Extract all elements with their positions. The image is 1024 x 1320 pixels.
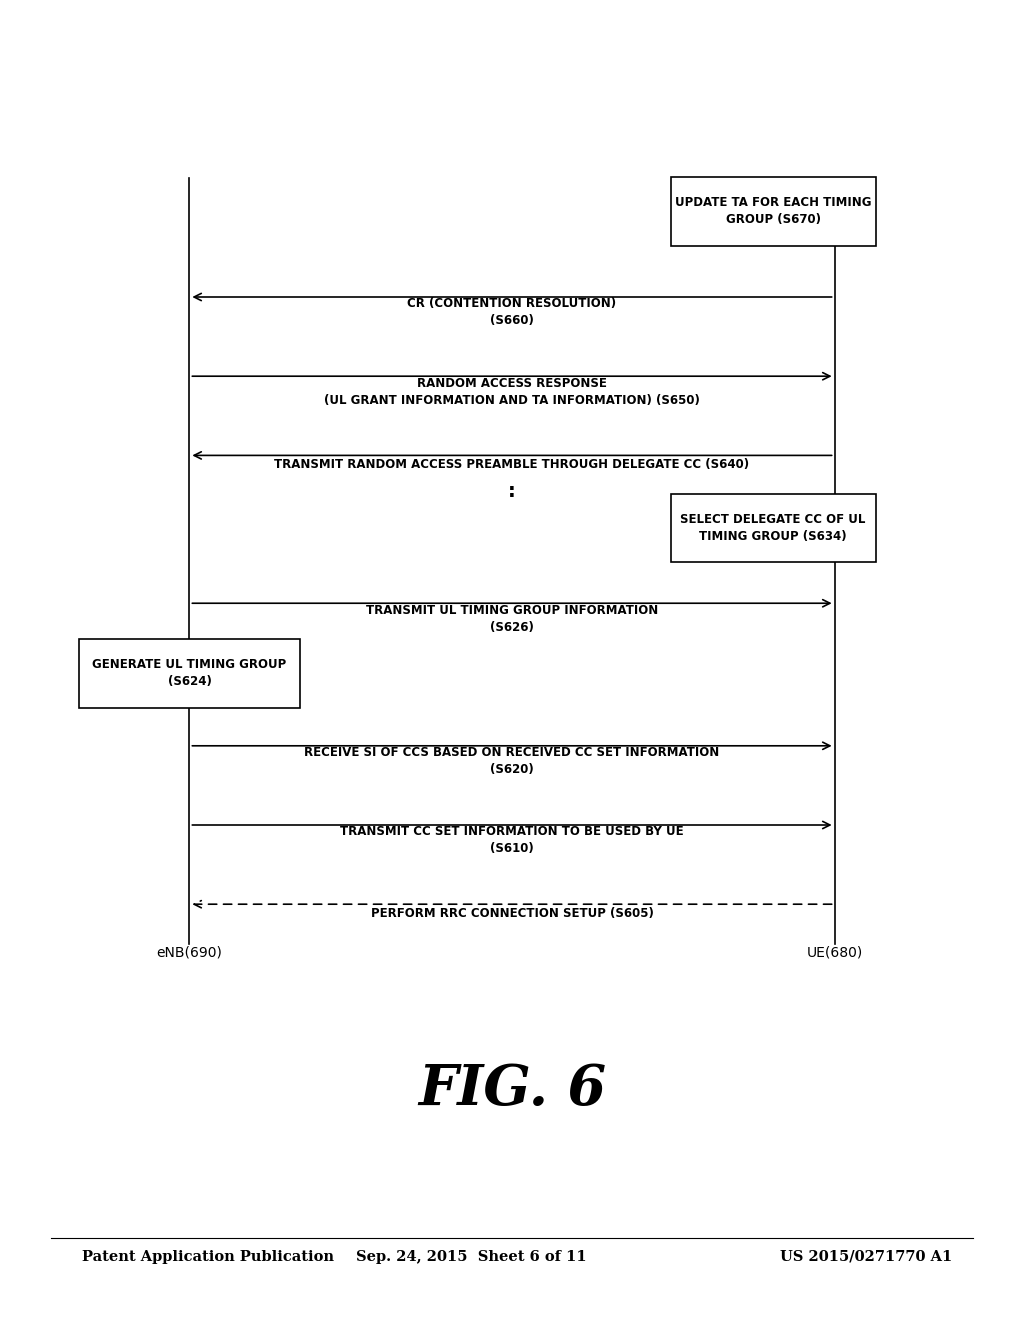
Bar [80,639,299,708]
Text: RECEIVE SI OF CCS BASED ON RECEIVED CC SET INFORMATION
(S620): RECEIVE SI OF CCS BASED ON RECEIVED CC S… [304,746,720,776]
Text: UPDATE TA FOR EACH TIMING
GROUP (S670): UPDATE TA FOR EACH TIMING GROUP (S670) [675,197,871,226]
Text: SELECT DELEGATE CC OF UL
TIMING GROUP (S634): SELECT DELEGATE CC OF UL TIMING GROUP (S… [680,513,866,543]
Text: FIG. 6: FIG. 6 [418,1061,606,1117]
Bar [671,177,876,246]
Text: Patent Application Publication: Patent Application Publication [82,1250,334,1263]
Text: TRANSMIT UL TIMING GROUP INFORMATION
(S626): TRANSMIT UL TIMING GROUP INFORMATION (S6… [366,603,658,634]
Text: TRANSMIT CC SET INFORMATION TO BE USED BY UE
(S610): TRANSMIT CC SET INFORMATION TO BE USED B… [340,825,684,855]
Text: US 2015/0271770 A1: US 2015/0271770 A1 [780,1250,952,1263]
Bar [671,494,876,562]
Text: eNB(690): eNB(690) [157,945,222,960]
Text: PERFORM RRC CONNECTION SETUP (S605): PERFORM RRC CONNECTION SETUP (S605) [371,907,653,920]
Text: TRANSMIT RANDOM ACCESS PREAMBLE THROUGH DELEGATE CC (S640): TRANSMIT RANDOM ACCESS PREAMBLE THROUGH … [274,458,750,471]
Text: GENERATE UL TIMING GROUP
(S624): GENERATE UL TIMING GROUP (S624) [92,659,287,688]
Text: CR (CONTENTION RESOLUTION)
(S660): CR (CONTENTION RESOLUTION) (S660) [408,297,616,327]
Text: :: : [508,482,516,500]
Text: RANDOM ACCESS RESPONSE
(UL GRANT INFORMATION AND TA INFORMATION) (S650): RANDOM ACCESS RESPONSE (UL GRANT INFORMA… [324,376,700,407]
Text: UE(680): UE(680) [807,945,862,960]
Text: Sep. 24, 2015  Sheet 6 of 11: Sep. 24, 2015 Sheet 6 of 11 [355,1250,587,1263]
